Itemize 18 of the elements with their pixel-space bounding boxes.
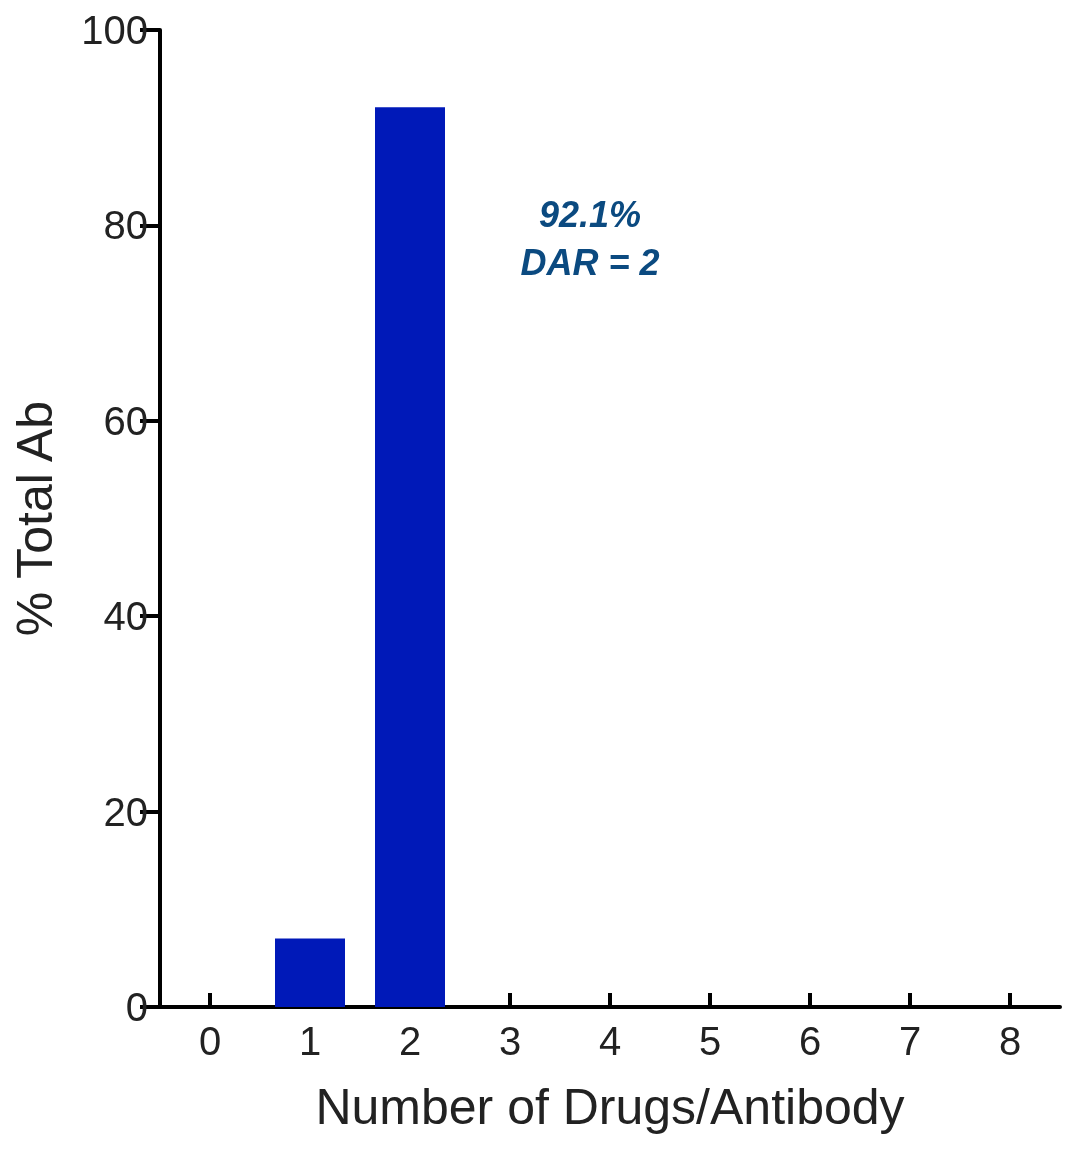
x-tick-label: 6: [798, 1019, 822, 1063]
y-tick-label: 60: [103, 398, 148, 443]
x-tick-label: 7: [898, 1019, 922, 1063]
y-tick-label: 100: [81, 8, 148, 52]
y-tick-label: 20: [103, 789, 148, 834]
x-tick-label: 1: [298, 1019, 322, 1063]
x-tick-label: 0: [198, 1019, 222, 1063]
x-tick-label: 3: [498, 1019, 522, 1063]
y-tick-label: 80: [103, 203, 148, 248]
x-tick-label: 4: [598, 1019, 622, 1063]
y-tick-label: 0: [125, 985, 148, 1029]
x-tick-label: 8: [998, 1019, 1022, 1063]
x-tick-label: 2: [398, 1019, 422, 1063]
x-axis-title: Number of Drugs/Antibody: [315, 1079, 905, 1135]
annotation: 92.1% DAR = 2: [520, 193, 660, 283]
y-tick-label: 40: [103, 594, 148, 639]
y-axis-title: % Total Ab: [7, 400, 63, 637]
x-tick-label: 5: [698, 1019, 722, 1063]
